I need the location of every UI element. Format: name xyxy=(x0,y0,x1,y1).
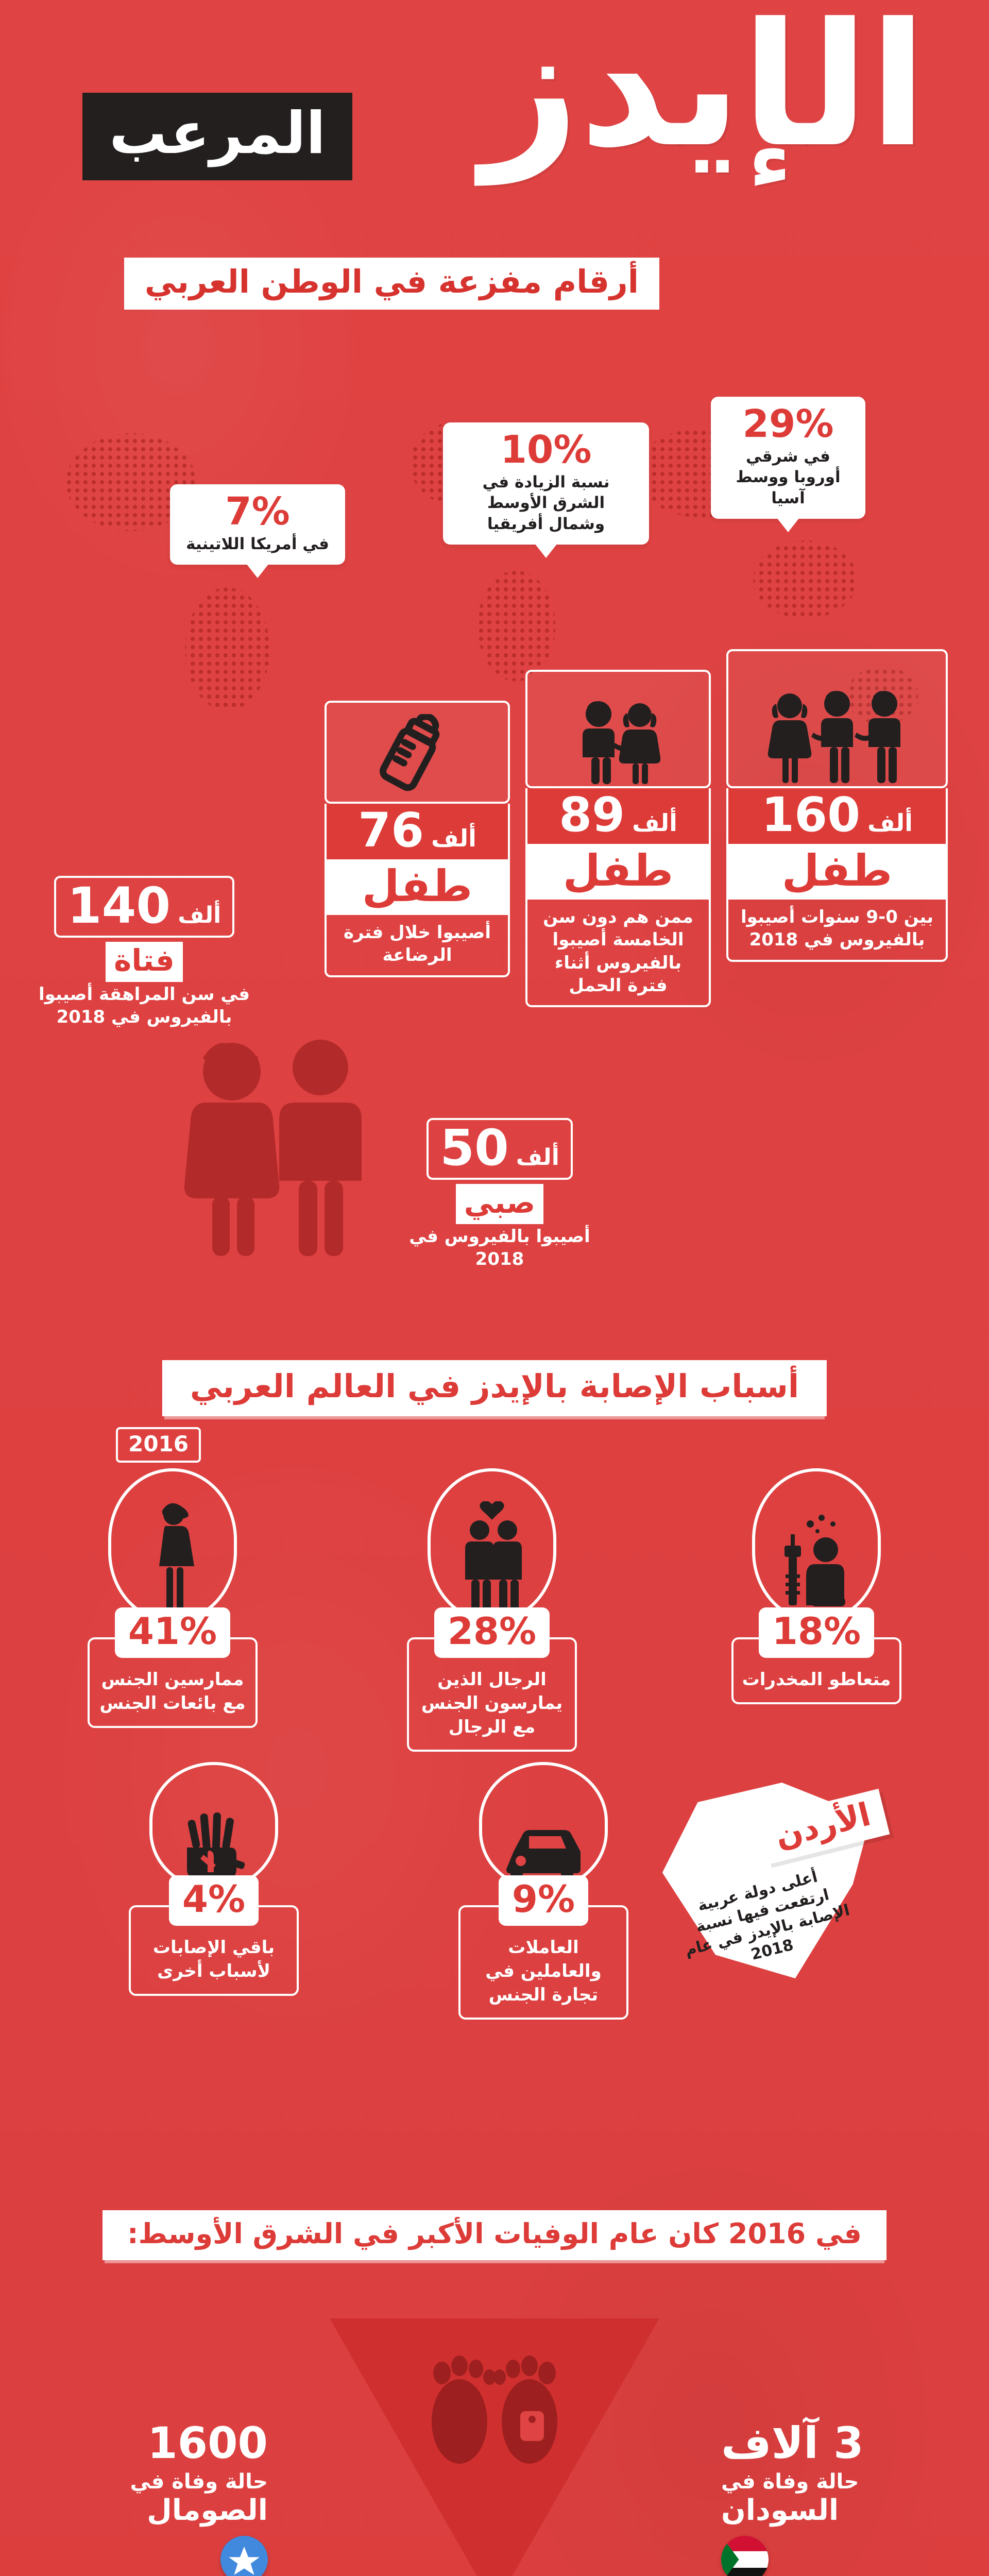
stat-number: 89 xyxy=(559,787,625,842)
death-entry-somalia: 1600 حالة وفاة في الصومال xyxy=(52,2421,268,2576)
stat-card-89: ألف 89 طفل ممن هم دون سن الخامسة أصيبوا … xyxy=(525,670,711,1007)
world-map-section: 29% في شرقي أوروبا ووسط آسيا 10% نسبة ال… xyxy=(0,361,989,1298)
stat-card-160: ألف 160 طفل بين 0-9 سنوات أصيبوا بالفيرو… xyxy=(726,649,948,962)
stat-number-row: ألف 160 xyxy=(726,788,948,846)
jordan-badge: الأردن أعلى دولة عربية ارتفعت فيها نسبة … xyxy=(649,1783,890,1978)
death-label: حالة وفاة في xyxy=(130,2470,268,2494)
death-label: حالة وفاة في xyxy=(721,2470,859,2494)
map-callout-7: 7% في أمريكا اللاتينية xyxy=(170,484,345,579)
header-badge: المرعب xyxy=(82,93,353,180)
three-children-icon xyxy=(726,649,948,788)
cause-item-41: 41% ممارسين الجنس مع بائعات الجنس xyxy=(88,1468,258,1728)
sudan-flag xyxy=(721,2535,769,2576)
stat-description: في سن المراهقة أصيبوا بالفيروس في 2018 xyxy=(38,984,250,1028)
two-children-icon xyxy=(525,670,711,788)
cause-percent: 4% xyxy=(168,1875,259,1926)
stat-description: ممن هم دون سن الخامسة أصيبوا بالفيروس أث… xyxy=(525,900,711,1007)
death-country: الصومال xyxy=(147,2494,268,2527)
two-men-icon xyxy=(428,1468,556,1623)
callout-label: في شرقي أوروبا ووسط آسيا xyxy=(736,447,841,507)
stat-number: 140 xyxy=(67,877,171,935)
header-subtitle: أرقام مفزعة في الوطن العربي xyxy=(124,258,659,310)
stat-word: طفل xyxy=(726,846,948,900)
stat-number-row: ألف 140 xyxy=(54,876,235,938)
death-number: 1600 xyxy=(147,2418,268,2468)
cause-percent: 18% xyxy=(758,1607,875,1658)
stat-number: 50 xyxy=(440,1119,509,1177)
stat-unit: ألف xyxy=(632,809,677,837)
stat-word: فتاة xyxy=(106,942,183,982)
stat-card-50: ألف 50 صبي أصيبوا بالفيروس في 2018 xyxy=(391,1118,608,1270)
causes-title: أسباب الإصابة بالإيدز في العالم العربي xyxy=(162,1360,827,1416)
callout-percent: 29% xyxy=(742,402,834,446)
red-hand-icon xyxy=(149,1762,278,1891)
stat-card-140: ألف 140 فتاة في سن المراهقة أصيبوا بالفي… xyxy=(36,876,252,1028)
somalia-flag xyxy=(220,2535,268,2576)
death-country: السودان xyxy=(721,2494,839,2527)
stat-word: صبي xyxy=(455,1184,544,1224)
callout-label: في أمريكا اللاتينية xyxy=(186,535,329,553)
sex-worker-icon xyxy=(108,1468,237,1623)
stat-word: طفل xyxy=(525,846,711,900)
stat-description: بين 0-9 سنوات أصيبوا بالفيروس في 2018 xyxy=(726,900,948,962)
stat-unit: ألف xyxy=(867,809,913,837)
cause-percent: 28% xyxy=(434,1607,550,1658)
map-callout-29: 29% في شرقي أوروبا ووسط آسيا xyxy=(711,397,865,532)
stat-word: طفل xyxy=(325,861,510,916)
death-entry-sudan: 3 آلاف حالة وفاة في السودان xyxy=(721,2421,937,2576)
cause-item-4: 4% باقي الإصابات لأسباب أخرى xyxy=(129,1762,299,1996)
causes-section: أسباب الإصابة بالإيدز في العالم العربي 2… xyxy=(0,1298,989,2174)
header-section: الإيدز المرعب أرقام مفزعة في الوطن العرب… xyxy=(0,0,989,361)
cause-item-9: 9% العاملات والعاملين في تجارة الجنس xyxy=(458,1762,628,2020)
deaths-section: في 2016 كان عام الوفيات الأكبر في الشرق … xyxy=(0,2174,989,2576)
stat-number: 76 xyxy=(358,803,424,858)
stat-unit: ألف xyxy=(178,902,221,928)
car-icon xyxy=(479,1762,608,1891)
stat-unit: ألف xyxy=(516,1144,559,1171)
triangle-shape xyxy=(330,2318,659,2576)
stat-card-76: ألف 76 طفل أصيبوا خلال فترة الرضاعة xyxy=(325,701,510,977)
callout-percent: 7% xyxy=(225,489,290,534)
callout-label: نسبة الزيادة في الشرق الأوسط وشمال أفريق… xyxy=(482,473,610,533)
syringe-icon xyxy=(752,1468,881,1623)
footprints-icon xyxy=(417,2344,572,2488)
causes-year-tag: 2016 xyxy=(116,1427,201,1463)
cause-item-28: 28% الرجال الذين يمارسون الجنس مع الرجال xyxy=(407,1468,577,1752)
cause-label: ممارسين الجنس مع بائعات الجنس xyxy=(88,1637,258,1728)
cause-label: باقي الإصابات لأسباب أخرى xyxy=(129,1905,299,1996)
stat-number-row: ألف 50 xyxy=(427,1118,573,1180)
cause-item-18: 18% متعاطو المخدرات xyxy=(731,1468,901,1704)
stat-description: أصيبوا خلال فترة الرضاعة xyxy=(325,915,510,977)
cause-percent: 41% xyxy=(114,1607,231,1658)
couple-silhouette-icon xyxy=(170,1036,386,1257)
stat-number-row: ألف 89 xyxy=(525,788,711,846)
stat-number: 160 xyxy=(761,787,861,842)
stat-unit: ألف xyxy=(431,824,476,852)
death-number: 3 آلاف xyxy=(721,2418,864,2468)
page-title: الإيدز xyxy=(481,0,930,184)
baby-bottle-icon xyxy=(325,701,510,804)
stat-description: أصيبوا بالفيروس في 2018 xyxy=(409,1226,590,1270)
stat-number-row: ألف 76 xyxy=(325,804,510,861)
cause-percent: 9% xyxy=(498,1875,589,1926)
callout-percent: 10% xyxy=(500,428,592,472)
map-callout-10: 10% نسبة الزيادة في الشرق الأوسط وشمال أ… xyxy=(443,422,649,558)
deaths-banner: في 2016 كان عام الوفيات الأكبر في الشرق … xyxy=(103,2210,886,2260)
